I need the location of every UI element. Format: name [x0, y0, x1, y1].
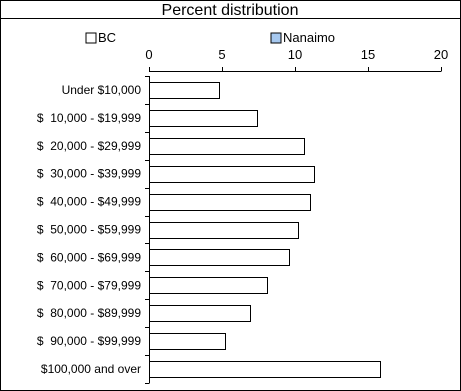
category-label: $ 80,000 - $89,999: [37, 306, 141, 320]
category-label: $100,000 and over: [41, 362, 141, 376]
category-label: $ 70,000 - $79,999: [37, 278, 141, 292]
category-label: $ 10,000 - $19,999: [37, 111, 141, 125]
bar-bc: [149, 249, 290, 266]
bar-bc: [149, 166, 315, 183]
x-axis: 0 5 10 15 20: [145, 47, 448, 72]
category-label: Under $10,000: [62, 83, 142, 97]
x-tick-label: 15: [361, 47, 375, 62]
category-label: $ 90,000 - $99,999: [37, 334, 141, 348]
legend: BC Nanaimo: [85, 30, 335, 45]
category-label: $ 60,000 - $69,999: [37, 250, 141, 264]
x-tick-label: 0: [145, 47, 152, 62]
chart-title: Percent distribution: [162, 2, 299, 19]
bar-bc: [149, 82, 220, 99]
bars: [149, 82, 381, 378]
legend-label-nanaimo: Nanaimo: [283, 30, 335, 45]
bar-bc: [149, 333, 226, 350]
bar-bc: [149, 361, 381, 378]
category-label: $ 30,000 - $39,999: [37, 167, 141, 181]
bar-bc: [149, 222, 299, 239]
category-axis: Under $10,000 $ 10,000 - $19,999 $ 20,000 …: [37, 76, 150, 384]
x-tick-label: 20: [434, 47, 448, 62]
bar-bc: [149, 110, 258, 127]
x-tick-label: 10: [288, 47, 302, 62]
bar-bc: [149, 305, 251, 322]
category-label: $ 50,000 - $59,999: [37, 223, 141, 237]
legend-swatch-nanaimo: [270, 32, 282, 44]
category-label: $ 40,000 - $49,999: [37, 195, 141, 209]
x-tick-label: 5: [218, 47, 225, 62]
legend-swatch-bc: [85, 32, 97, 44]
bar-bc: [149, 138, 305, 155]
category-label: $ 20,000 - $29,999: [37, 139, 141, 153]
bar-bc: [149, 194, 311, 211]
bar-bc: [149, 277, 268, 294]
legend-label-bc: BC: [98, 30, 116, 45]
